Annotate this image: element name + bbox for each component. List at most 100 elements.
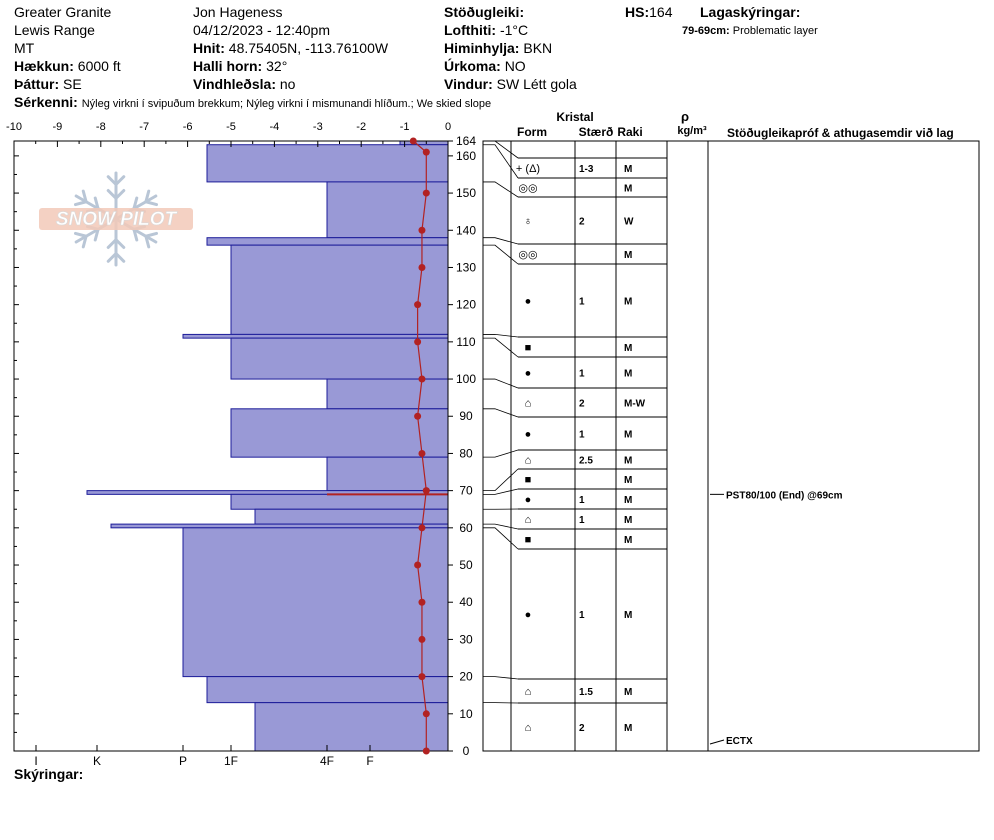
layer-connector <box>483 144 519 179</box>
moisture-value: M <box>624 343 632 354</box>
layer-notes-label: Lagaskýringar: <box>700 4 801 20</box>
temperature-point <box>418 449 426 457</box>
remarks-value: Nýleg virkni í svipuðum brekkum; Nýleg v… <box>81 98 492 110</box>
hardness-bar <box>206 676 449 704</box>
hardness-bar <box>230 493 449 510</box>
hardness-bar <box>230 408 449 458</box>
depth-tick-label: 60 <box>459 521 473 535</box>
snowflake-branch <box>114 252 126 263</box>
temperature-point <box>418 598 426 606</box>
layer-connector <box>483 523 519 530</box>
depth-tick-label: 150 <box>456 186 476 200</box>
moisture-value: M-W <box>624 399 646 410</box>
layer-connector <box>483 181 519 198</box>
temperature-point <box>418 635 426 643</box>
moisture-value: M <box>624 430 632 441</box>
snowflake-branch <box>106 238 118 249</box>
moisture-value: M <box>624 475 632 486</box>
test-label: ECTX <box>726 736 753 747</box>
coords-value: 48.75405N, -113.76100W <box>228 40 389 56</box>
hardness-bar <box>110 523 449 529</box>
temperature-point <box>422 487 430 495</box>
layer-connector <box>483 244 519 265</box>
grain-size: 1 <box>579 515 585 526</box>
grain-size: 1-3 <box>579 164 594 175</box>
snowflake-branch <box>106 175 118 186</box>
air-temp-value: -1°C <box>499 22 529 38</box>
wind-loading-value: no <box>279 76 296 92</box>
temp-tick-label: -9 <box>53 121 63 133</box>
temperature-point <box>418 524 426 532</box>
grain-size: 1 <box>579 495 585 506</box>
wind-row: Vindur: SW Létt gola <box>444 75 577 93</box>
moisture-value: M <box>624 184 632 195</box>
grain-form-icon: ⌂ <box>525 722 532 734</box>
hardness-bar <box>206 144 449 183</box>
temperature-point <box>422 148 430 156</box>
coords-label: Hnit: <box>193 40 225 56</box>
layer-connector <box>483 408 519 418</box>
temperature-point <box>418 226 426 234</box>
layer-connector <box>483 449 519 458</box>
snowflake-branch <box>144 231 159 238</box>
temperature-point <box>422 189 430 197</box>
temperature-point <box>414 301 422 309</box>
slope-value: 32° <box>266 58 288 74</box>
layer-connector <box>483 468 519 492</box>
depth-tick-label: 130 <box>456 260 476 274</box>
moisture-value: M <box>624 297 632 308</box>
depth-tick-label: 160 <box>456 149 476 163</box>
grain-size: 2 <box>579 723 585 734</box>
grain-form-icon: ● <box>525 494 532 506</box>
sky-value: BKN <box>523 40 553 56</box>
grain-size: 2.5 <box>579 456 593 467</box>
layer-note: 79-69cm: Problematic layer <box>682 22 818 40</box>
grain-form-icon: ■ <box>525 474 532 486</box>
hardness-bar <box>206 237 449 246</box>
temp-tick-label: -2 <box>356 121 366 133</box>
grain-form-icon: ● <box>525 609 532 621</box>
density-symbol: ρ <box>681 109 689 124</box>
layer-connector <box>483 488 519 495</box>
depth-tick-label: 50 <box>459 558 473 572</box>
temperature-point <box>409 137 417 145</box>
temperature-point <box>418 375 426 383</box>
location-block: Greater Granite Lewis Range MT Hækkun: 6… <box>14 3 121 93</box>
conditions-block: Stöðugleiki: Lofthiti: -1°C Himinhylja: … <box>444 3 577 93</box>
layer-connector <box>483 676 519 680</box>
form-header: Form <box>517 125 547 139</box>
snowflake-branch <box>132 227 139 242</box>
size-header: Stærð <box>579 125 614 139</box>
hardness-bar <box>182 333 449 339</box>
grain-form-icon: ■ <box>525 342 532 354</box>
logo-text: SNOW PILOT <box>56 209 178 230</box>
moisture-header: Raki <box>617 125 642 139</box>
grain-size: 1 <box>579 297 585 308</box>
logo-banner <box>39 208 193 230</box>
snowflake-branch <box>93 227 100 242</box>
hs-label: HS: <box>625 4 650 20</box>
precip-value: NO <box>504 58 526 74</box>
grain-size: 1 <box>579 430 585 441</box>
elevation-value: 6000 ft <box>77 58 121 74</box>
density-unit: kg/m³ <box>677 125 707 137</box>
remarks-row: Sérkenni: Nýleg virkni í svipuðum brekku… <box>14 93 491 113</box>
location-line-2: Lewis Range <box>14 22 95 38</box>
location-line-1: Greater Granite <box>14 4 112 20</box>
depth-tick-label: 140 <box>456 223 476 237</box>
layer-connector <box>483 237 519 245</box>
depth-tick-label: 0 <box>463 744 470 758</box>
temp-tick-label: -6 <box>183 121 193 133</box>
temp-tick-label: -4 <box>270 121 280 133</box>
snow-pilot-logo: SNOW PILOT <box>39 171 193 267</box>
hardness-bar <box>254 508 449 525</box>
temp-tick-label: -7 <box>139 121 149 133</box>
snowflake-branch <box>114 175 126 186</box>
hardness-bar <box>230 244 449 335</box>
hardness-bar <box>326 378 449 410</box>
moisture-value: M <box>624 456 632 467</box>
layer-note-range: 79-69cm: <box>682 25 730 37</box>
moisture-value: M <box>624 535 632 546</box>
temp-tick-label: -5 <box>226 121 236 133</box>
